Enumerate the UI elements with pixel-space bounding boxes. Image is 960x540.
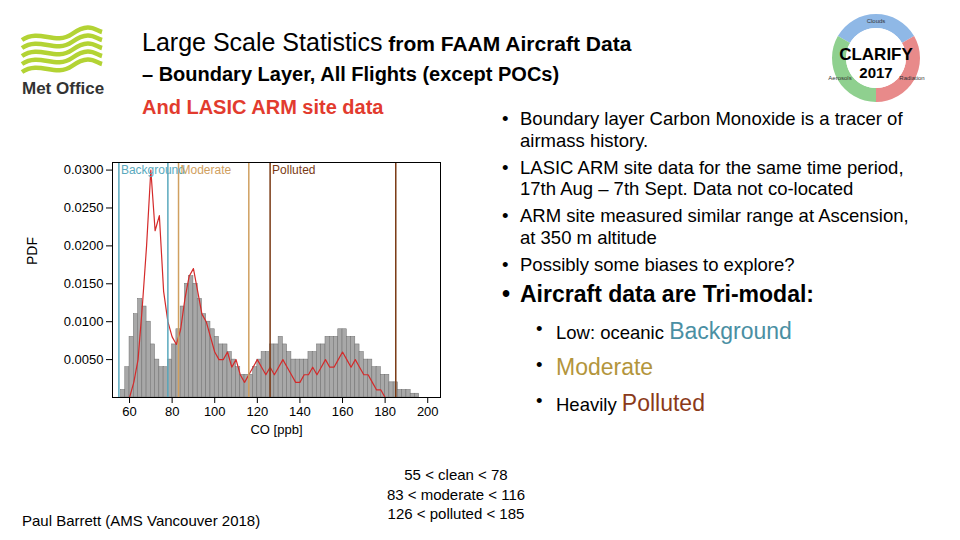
html-text:Possibly some biases to explor: Possibly some biases to explore? xyxy=(520,254,795,275)
svg-text:0.0050: 0.0050 xyxy=(64,352,104,367)
html-text:Boundary layer Carbon Monoxide: Boundary layer Carbon Monoxide is a trac… xyxy=(520,108,903,151)
svg-text:80: 80 xyxy=(165,404,179,419)
svg-text:0.0300: 0.0300 xyxy=(64,162,104,177)
html-text:83 < moderate < 116: 83 < moderate < 116 xyxy=(386,485,526,503)
html-text:And LASIC ARM site data: And LASIC ARM site data xyxy=(142,96,384,118)
html-text:Paul Barrett (AMS Vancouver 20: Paul Barrett (AMS Vancouver 2018) xyxy=(22,512,261,529)
svg-text:100: 100 xyxy=(204,404,226,419)
svg-text:0.0250: 0.0250 xyxy=(64,200,104,215)
html-text:LASIC ARM site data for the sa: LASIC ARM site data for the same time pe… xyxy=(520,156,904,200)
svg-text:0.0150: 0.0150 xyxy=(64,276,104,291)
svg-text:Aerosols: Aerosols xyxy=(828,75,851,81)
html-text:– Boundary Layer, All Flights: – Boundary Layer, All Flights (except PO… xyxy=(142,63,560,85)
svg-text:Polluted: Polluted xyxy=(272,163,315,177)
html-text:HeavilyPolluted: HeavilyPolluted xyxy=(556,390,705,417)
svg-text:Met Office: Met Office xyxy=(22,79,104,98)
svg-text:CLARIFY: CLARIFY xyxy=(839,45,913,64)
svg-text:0.0100: 0.0100 xyxy=(64,314,104,329)
svg-text:0.0200: 0.0200 xyxy=(64,238,104,253)
html-text:Aircraft data are Tri-modal:: Aircraft data are Tri-modal: xyxy=(520,280,814,307)
svg-text:60: 60 xyxy=(122,404,136,419)
html-text:126 < polluted < 185: 126 < polluted < 185 xyxy=(387,505,525,522)
svg-text:160: 160 xyxy=(332,404,354,419)
html-text:Large Scale Statisticsfrom FAA: Large Scale Statisticsfrom FAAM Aircraft… xyxy=(142,28,632,56)
svg-text:CO [ppb]: CO [ppb] xyxy=(250,422,302,437)
svg-text:Radiation: Radiation xyxy=(899,75,924,81)
svg-text:120: 120 xyxy=(246,404,268,419)
svg-text:Background: Background xyxy=(121,163,185,177)
html-text:PDF: PDF xyxy=(24,237,40,265)
html-text:Low: oceanicBackground: Low: oceanicBackground xyxy=(556,317,792,344)
svg-text:200: 200 xyxy=(417,404,439,419)
html-text:Moderate: Moderate xyxy=(556,354,654,380)
svg-text:Moderate: Moderate xyxy=(181,163,232,177)
svg-text:140: 140 xyxy=(289,404,311,419)
svg-text:180: 180 xyxy=(374,404,396,419)
svg-text:Clouds: Clouds xyxy=(867,18,886,24)
svg-text:2017: 2017 xyxy=(859,64,892,81)
html-text:ARM site measured similar rang: ARM site measured similar range at Ascen… xyxy=(520,205,909,249)
html-text:55 < clean < 78: 55 < clean < 78 xyxy=(404,466,508,483)
